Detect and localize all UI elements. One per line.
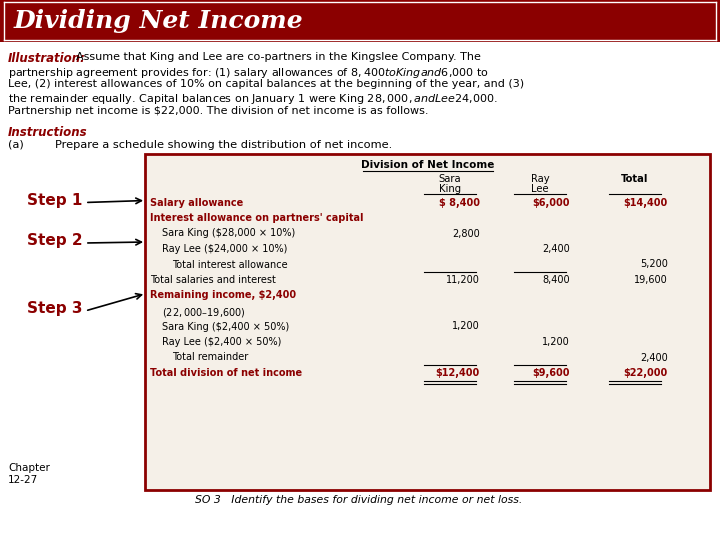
Text: Total interest allowance: Total interest allowance	[172, 260, 287, 269]
Text: $6,000: $6,000	[533, 198, 570, 207]
Text: Sara King ($28,000 × 10%): Sara King ($28,000 × 10%)	[162, 228, 295, 239]
Text: 19,600: 19,600	[634, 275, 668, 285]
Text: 5,200: 5,200	[640, 260, 668, 269]
Text: $9,600: $9,600	[533, 368, 570, 378]
Text: Interest allowance on partners' capital: Interest allowance on partners' capital	[150, 213, 364, 223]
Text: Salary allowance: Salary allowance	[150, 198, 243, 207]
Text: Remaining income, $2,400: Remaining income, $2,400	[150, 291, 296, 300]
Text: Instructions: Instructions	[8, 125, 88, 138]
Text: Total salaries and interest: Total salaries and interest	[150, 275, 276, 285]
Text: (a): (a)	[8, 139, 24, 150]
Text: Ray Lee ($2,400 × 50%): Ray Lee ($2,400 × 50%)	[162, 337, 282, 347]
Text: 1,200: 1,200	[452, 321, 480, 332]
Text: Assume that King and Lee are co-partners in the Kingslee Company. The: Assume that King and Lee are co-partners…	[76, 52, 481, 62]
Text: Dividing Net Income: Dividing Net Income	[14, 9, 304, 33]
Text: Sara: Sara	[438, 173, 462, 184]
Text: Step 2: Step 2	[27, 233, 83, 248]
Text: Step 3: Step 3	[27, 301, 83, 316]
Text: Ray: Ray	[531, 173, 549, 184]
Text: 1,200: 1,200	[542, 337, 570, 347]
Text: $14,400: $14,400	[624, 198, 668, 207]
Text: Partnership net income is $22,000. The division of net income is as follows.: Partnership net income is $22,000. The d…	[8, 106, 428, 116]
Text: 8,400: 8,400	[542, 275, 570, 285]
Bar	[145, 153, 710, 490]
Text: Division of Net Income: Division of Net Income	[361, 160, 494, 171]
Text: 11,200: 11,200	[446, 275, 480, 285]
Text: ($22,000 – $19,600): ($22,000 – $19,600)	[162, 306, 246, 319]
Text: 2,400: 2,400	[640, 353, 668, 362]
Text: Ray Lee ($24,000 × 10%): Ray Lee ($24,000 × 10%)	[162, 244, 287, 254]
Text: Prepare a schedule showing the distribution of net income.: Prepare a schedule showing the distribut…	[55, 139, 392, 150]
Bar	[0, 0, 720, 42]
Text: King: King	[439, 184, 461, 193]
Text: partnership agreement provides for: (1) salary allowances of $8,400 to King and : partnership agreement provides for: (1) …	[8, 65, 489, 79]
Text: 2,800: 2,800	[452, 228, 480, 239]
Text: Lee, (2) interest allowances of 10% on capital balances at the beginning of the : Lee, (2) interest allowances of 10% on c…	[8, 79, 524, 89]
Text: 2,400: 2,400	[542, 244, 570, 254]
Text: Lee: Lee	[531, 184, 549, 193]
Text: Total division of net income: Total division of net income	[150, 368, 302, 378]
Text: Sara King ($2,400 × 50%): Sara King ($2,400 × 50%)	[162, 321, 289, 332]
Text: Total remainder: Total remainder	[172, 353, 248, 362]
Text: Total: Total	[621, 173, 649, 184]
Text: SO 3   Identify the bases for dividing net income or net loss.: SO 3 Identify the bases for dividing net…	[195, 495, 523, 505]
Text: $12,400: $12,400	[436, 368, 480, 378]
Text: Step 1: Step 1	[27, 193, 83, 208]
Text: $ 8,400: $ 8,400	[439, 198, 480, 207]
Text: the remainder equally. Capital balances on January 1 were King $28,000, and Lee : the remainder equally. Capital balances …	[8, 92, 498, 106]
Text: $22,000: $22,000	[624, 368, 668, 378]
Text: Illustration:: Illustration:	[8, 52, 86, 65]
Text: Chapter
12-27: Chapter 12-27	[8, 463, 50, 485]
